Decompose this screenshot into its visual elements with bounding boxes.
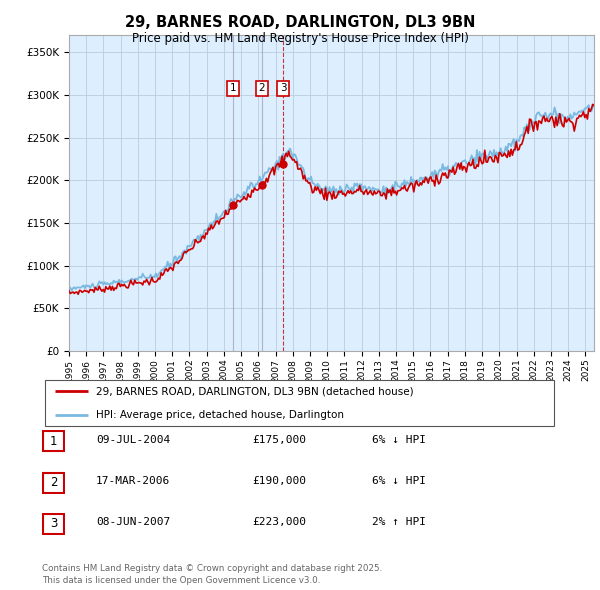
- Text: 17-MAR-2006: 17-MAR-2006: [96, 476, 170, 486]
- Text: Price paid vs. HM Land Registry's House Price Index (HPI): Price paid vs. HM Land Registry's House …: [131, 32, 469, 45]
- Text: Contains HM Land Registry data © Crown copyright and database right 2025.
This d: Contains HM Land Registry data © Crown c…: [42, 565, 382, 585]
- Text: £190,000: £190,000: [252, 476, 306, 486]
- Text: 29, BARNES ROAD, DARLINGTON, DL3 9BN: 29, BARNES ROAD, DARLINGTON, DL3 9BN: [125, 15, 475, 30]
- Text: 2% ↑ HPI: 2% ↑ HPI: [372, 517, 426, 527]
- FancyBboxPatch shape: [43, 431, 64, 451]
- FancyBboxPatch shape: [43, 514, 64, 534]
- Text: £175,000: £175,000: [252, 435, 306, 444]
- Text: 09-JUL-2004: 09-JUL-2004: [96, 435, 170, 444]
- Text: 2: 2: [259, 83, 265, 93]
- Text: 1: 1: [50, 435, 57, 448]
- Text: 6% ↓ HPI: 6% ↓ HPI: [372, 476, 426, 486]
- Text: 29, BARNES ROAD, DARLINGTON, DL3 9BN (detached house): 29, BARNES ROAD, DARLINGTON, DL3 9BN (de…: [96, 386, 414, 396]
- FancyBboxPatch shape: [44, 379, 554, 426]
- Text: HPI: Average price, detached house, Darlington: HPI: Average price, detached house, Darl…: [96, 409, 344, 419]
- FancyBboxPatch shape: [43, 473, 64, 493]
- Text: £223,000: £223,000: [252, 517, 306, 527]
- Text: 1: 1: [230, 83, 236, 93]
- Text: 08-JUN-2007: 08-JUN-2007: [96, 517, 170, 527]
- Text: 6% ↓ HPI: 6% ↓ HPI: [372, 435, 426, 444]
- Text: 2: 2: [50, 476, 57, 489]
- Text: 3: 3: [280, 83, 286, 93]
- Text: 3: 3: [50, 517, 57, 530]
